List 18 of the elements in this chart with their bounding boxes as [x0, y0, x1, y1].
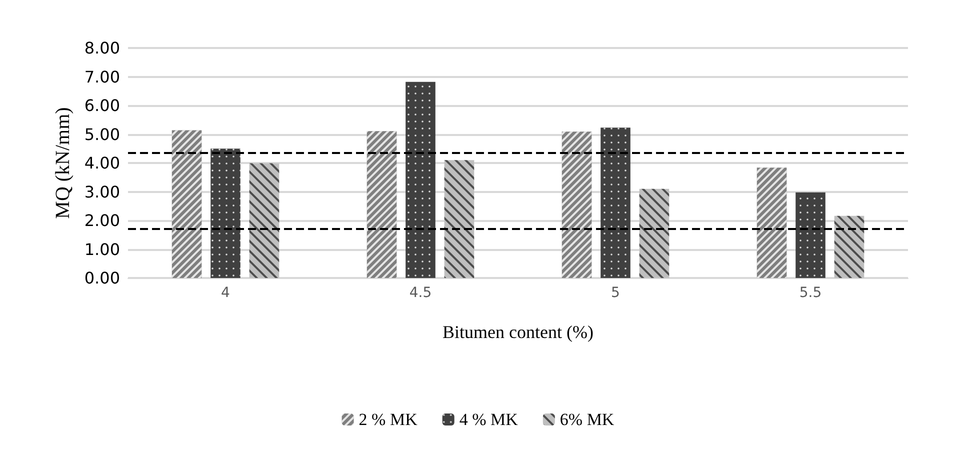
legend-label: 6% MK [560, 410, 615, 429]
x-tick-label: 4.5 [409, 285, 432, 301]
y-axis-title: MQ (kN/mm) [52, 107, 74, 219]
y-tick-label: 2.00 [84, 211, 120, 230]
y-tick-label: 5.00 [84, 124, 120, 144]
x-tick-label: 4 [221, 285, 230, 301]
y-tick-label: 6.00 [84, 96, 120, 115]
legend-label: 4 % MK [459, 410, 519, 429]
y-tick-label: 4.00 [84, 154, 120, 172]
y-tick-label: 7.00 [84, 67, 120, 86]
legend-label: 2 % MK [358, 410, 418, 429]
y-tick-label: 1.00 [84, 240, 120, 259]
x-tick-label: 5.5 [799, 285, 822, 301]
y-tick-label: 3.00 [84, 182, 120, 202]
x-axis-title: Bitumen content (%) [442, 322, 594, 342]
y-tick-label: 0.00 [84, 268, 120, 288]
x-tick-label: 5 [611, 285, 620, 301]
y-tick-label: 8.00 [84, 38, 120, 58]
